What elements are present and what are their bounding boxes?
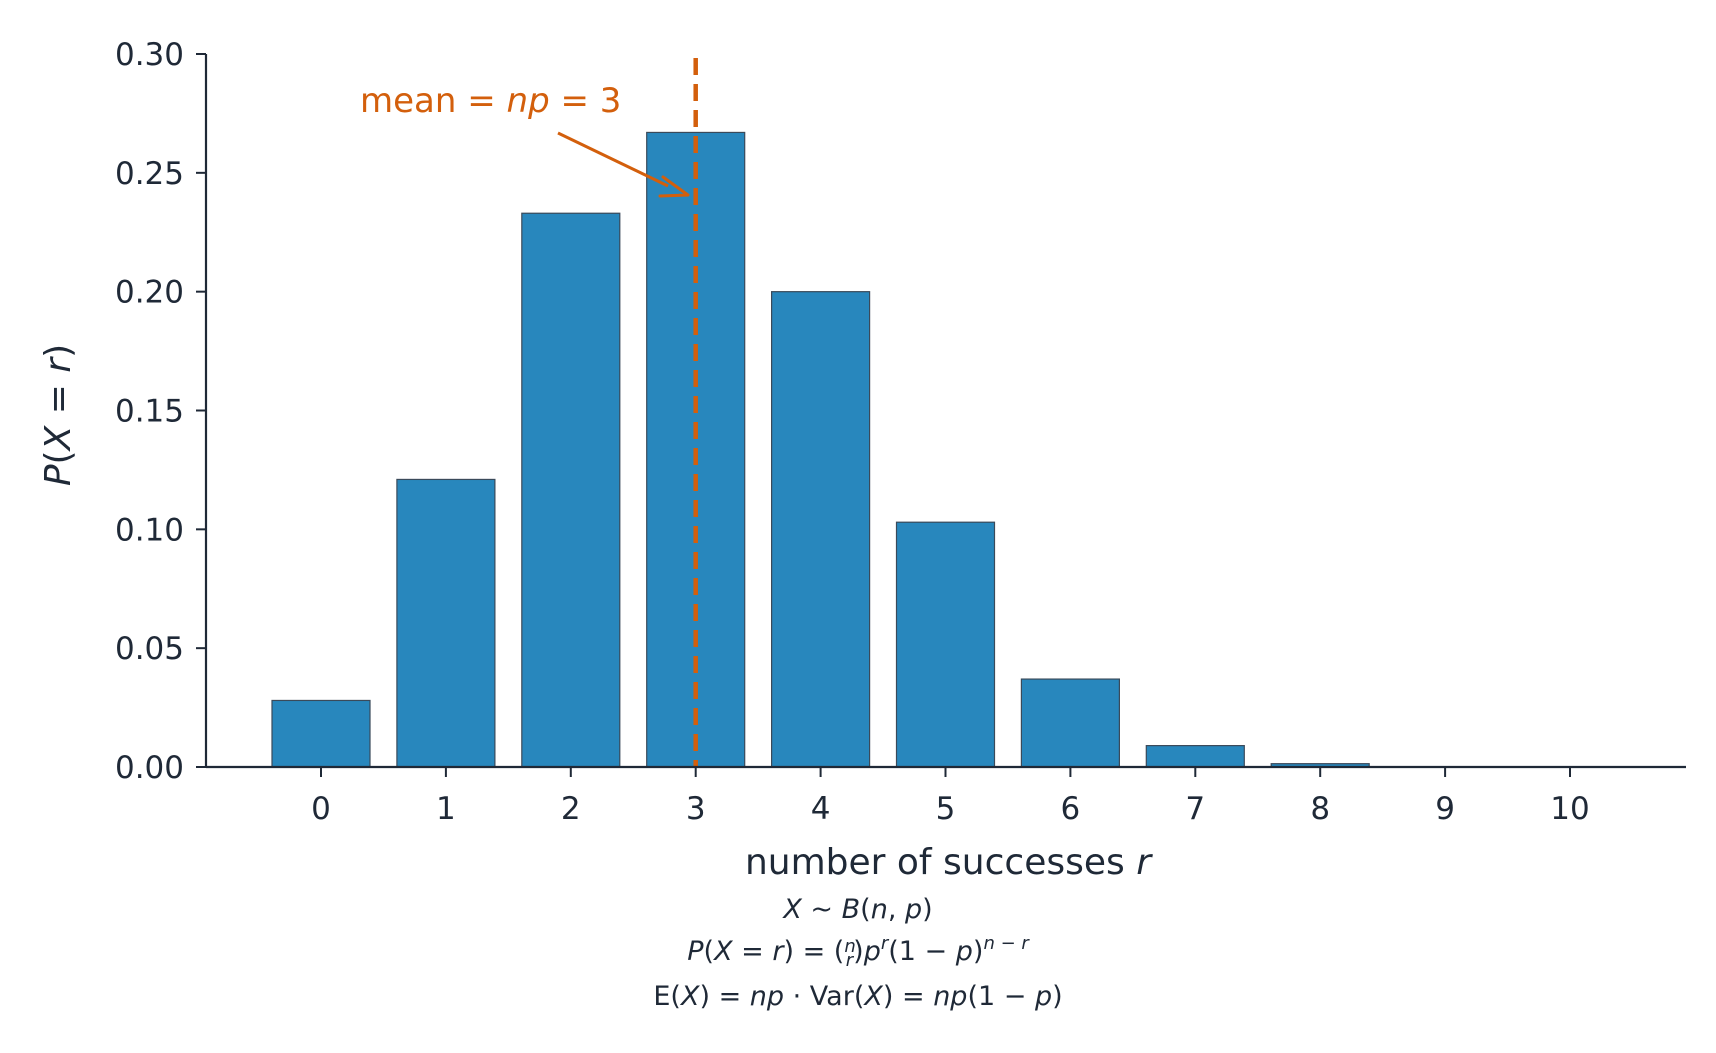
bar-4 [770, 291, 871, 768]
x-tick-label: 2 [561, 791, 581, 827]
y-tick-label: 0.30 [115, 37, 184, 73]
y-tick-label: 0.00 [115, 750, 184, 786]
y-tick-label: 0.20 [115, 275, 184, 311]
x-tick-label: 8 [1310, 791, 1330, 827]
x-tick-label: 7 [1185, 791, 1205, 827]
formula-block: X ~ B(n, p) P(X = r) = (n r)pr(1 − p)n − … [653, 894, 1062, 1012]
y-axis-label: P(X = r) [38, 344, 79, 486]
y-tick-label: 0.25 [115, 156, 184, 192]
mean-annotation-arrow [557, 131, 669, 188]
bar-2 [521, 212, 621, 768]
formula-distribution: X ~ B(n, p) [781, 894, 932, 925]
bar-series [271, 131, 1495, 768]
bar-0 [271, 699, 371, 768]
x-tick-label: 9 [1435, 791, 1455, 827]
x-tick-label: 4 [811, 791, 831, 827]
bar-7 [1145, 745, 1245, 768]
x-tick-label: 5 [936, 791, 956, 827]
x-tick-label: 3 [686, 791, 706, 827]
x-axis-ticks: 0 1 2 3 4 5 6 7 8 9 10 [311, 767, 1590, 827]
bar-5 [895, 521, 996, 768]
y-tick-label: 0.10 [115, 512, 184, 548]
mean-annotation-label: mean = np = 3 [360, 81, 621, 121]
formula-moments: E(X) = np · Var(X) = np(1 − p) [653, 981, 1062, 1012]
x-tick-label: 10 [1550, 791, 1589, 827]
x-tick-label: 0 [311, 791, 331, 827]
y-tick-label: 0.15 [115, 394, 184, 430]
y-tick-label: 0.05 [115, 631, 184, 667]
x-axis-label: number of successes r [745, 842, 1153, 883]
bar-6 [1020, 678, 1121, 768]
mean-annotation-arrowhead [658, 175, 690, 198]
x-tick-label: 1 [436, 791, 456, 827]
y-axis-ticks: 0.00 0.05 0.10 0.15 0.20 0.25 0.30 [115, 37, 206, 786]
x-tick-label: 6 [1061, 791, 1081, 827]
formula-pmf: P(X = r) = (n r)pr(1 − p)n − r [687, 933, 1030, 971]
mean-annotation: mean = np = 3 [360, 81, 690, 198]
bar-1 [396, 478, 496, 768]
